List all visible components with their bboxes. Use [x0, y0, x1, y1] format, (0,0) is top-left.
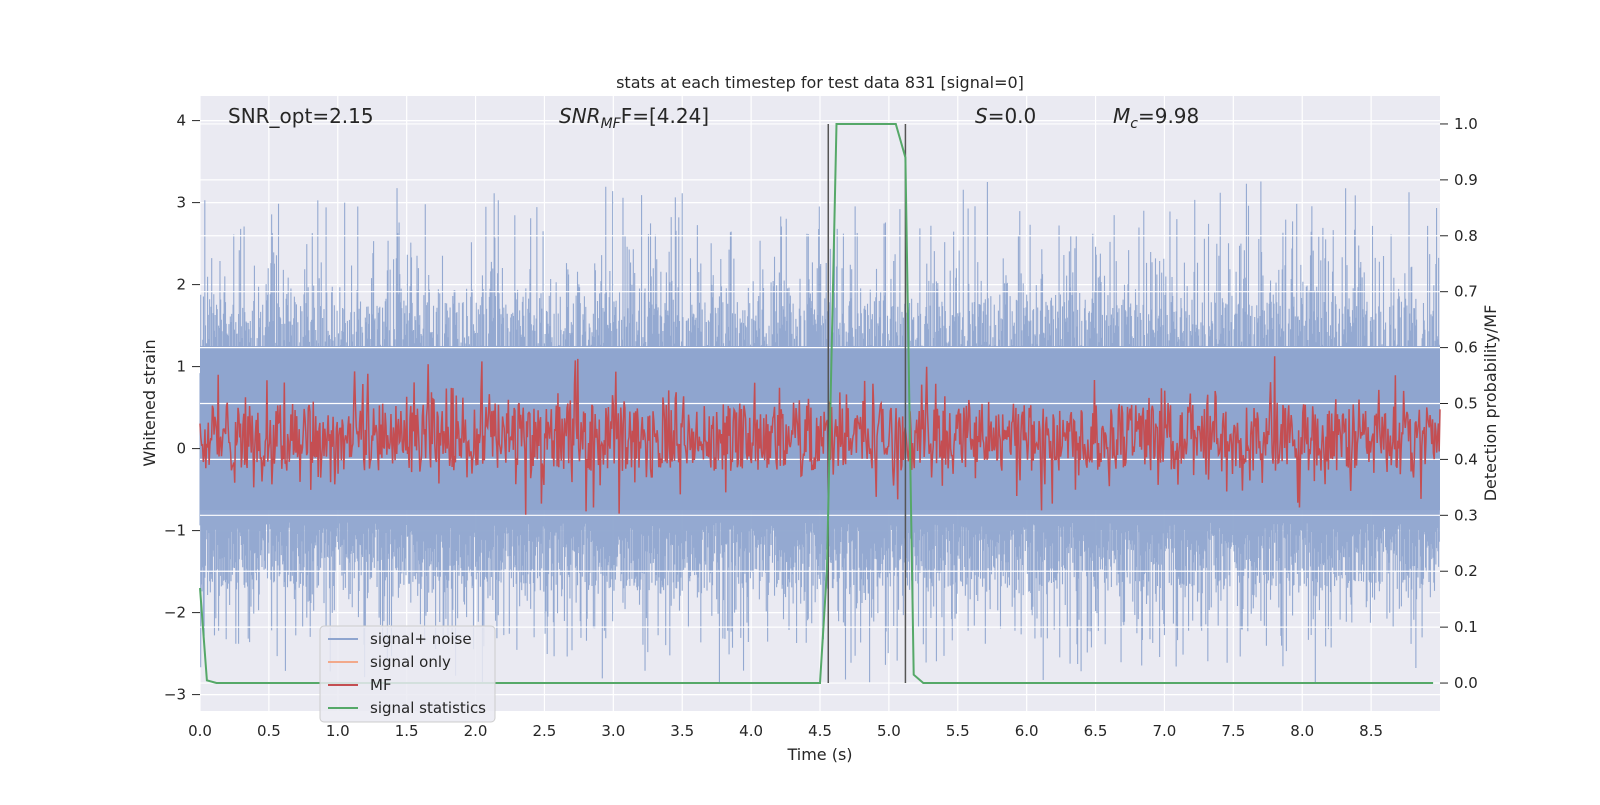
x-tick-label: 6.5 — [1084, 722, 1108, 740]
y-tick-label-right: 0.4 — [1454, 450, 1478, 468]
y-tick-label-left: 1 — [176, 358, 186, 376]
x-axis-label: Time (s) — [786, 745, 852, 764]
grid-overlay — [200, 123, 1440, 684]
x-tick-label: 2.5 — [533, 722, 557, 740]
x-tick-label: 3.0 — [601, 722, 625, 740]
annotation-snr-opt: SNR_opt=2.15 — [228, 104, 374, 128]
y-tick-label-right: 0.8 — [1454, 227, 1478, 245]
chart-title: stats at each timestep for test data 831… — [616, 73, 1024, 92]
y-tick-label-left: 2 — [176, 276, 186, 294]
y-tick-label-right: 1.0 — [1454, 115, 1478, 133]
mf-line — [199, 356, 1441, 515]
y-tick-label-left: −2 — [164, 604, 186, 622]
mf-series — [199, 356, 1441, 515]
y-axis-left-label: Whitened strain — [140, 339, 159, 466]
legend-label-signal-noise: signal+ noise — [370, 630, 472, 648]
legend-label-signal-statistics: signal statistics — [370, 699, 486, 717]
x-tick-label: 1.0 — [326, 722, 350, 740]
y-tick-label-right: 0.0 — [1454, 674, 1478, 692]
annotation-snr-mf: SNRMFF=[4.24] — [559, 104, 709, 132]
legend-box — [319, 625, 496, 723]
x-tick-label: 1.5 — [395, 722, 419, 740]
annotation-s: S=0.0 — [975, 104, 1036, 128]
x-tick-label: 0.0 — [188, 722, 212, 740]
y-tick-label-left: −1 — [164, 522, 186, 540]
y-tick-label-right: 0.7 — [1454, 283, 1478, 301]
y-tick-label-left: 3 — [176, 194, 186, 212]
legend-label-signal-only: signal only — [370, 653, 451, 671]
x-tick-label: 0.5 — [257, 722, 281, 740]
x-tick-label: 7.5 — [1221, 722, 1245, 740]
signal-statistics-line — [199, 123, 1434, 684]
x-tick-label: 6.0 — [1015, 722, 1039, 740]
y-tick-label-right: 0.5 — [1454, 395, 1478, 413]
x-tick-label: 2.0 — [464, 722, 488, 740]
signal-statistics-series — [199, 123, 1434, 684]
y-tick-label-left: 0 — [176, 440, 186, 458]
legend-label-mf: MF — [370, 676, 392, 694]
annotation-mc: Mc=9.98 — [1113, 104, 1199, 132]
y-tick-label-right: 0.2 — [1454, 562, 1478, 580]
x-tick-label: 4.5 — [808, 722, 832, 740]
x-tick-label: 8.5 — [1359, 722, 1383, 740]
x-tick-label: 5.0 — [877, 722, 901, 740]
x-axis-ticks: 0.0 0.5 1.0 1.5 2.0 2.5 3.0 3.5 4.0 4.5 5.0 5.5 6.0 6… — [188, 722, 1383, 740]
legend: signal+ noise signal only MF signal stat… — [319, 625, 496, 723]
y-tick-label-left: −3 — [164, 686, 186, 704]
y-tick-label-right: 0.6 — [1454, 339, 1478, 357]
y-tick-label-right: 0.1 — [1454, 618, 1478, 636]
x-tick-label: 8.0 — [1290, 722, 1314, 740]
y-axis-right-label: Detection probability/MF — [1481, 305, 1500, 502]
x-tick-label: 5.5 — [946, 722, 970, 740]
y-tick-label-right: 0.3 — [1454, 506, 1478, 524]
x-tick-label: 4.0 — [739, 722, 763, 740]
y-axis-right-ticks: 0.0 0.1 0.2 0.3 0.4 0.5 0.6 0.7 0.8 0.9 1.0 — [1440, 115, 1478, 692]
y-tick-label-right: 0.9 — [1454, 171, 1478, 189]
x-tick-label: 7.0 — [1153, 722, 1177, 740]
y-tick-label-left: 4 — [176, 112, 186, 130]
x-tick-label: 3.5 — [670, 722, 694, 740]
y-axis-left-ticks: −3 −2 −1 0 1 2 3 4 — [164, 112, 200, 704]
